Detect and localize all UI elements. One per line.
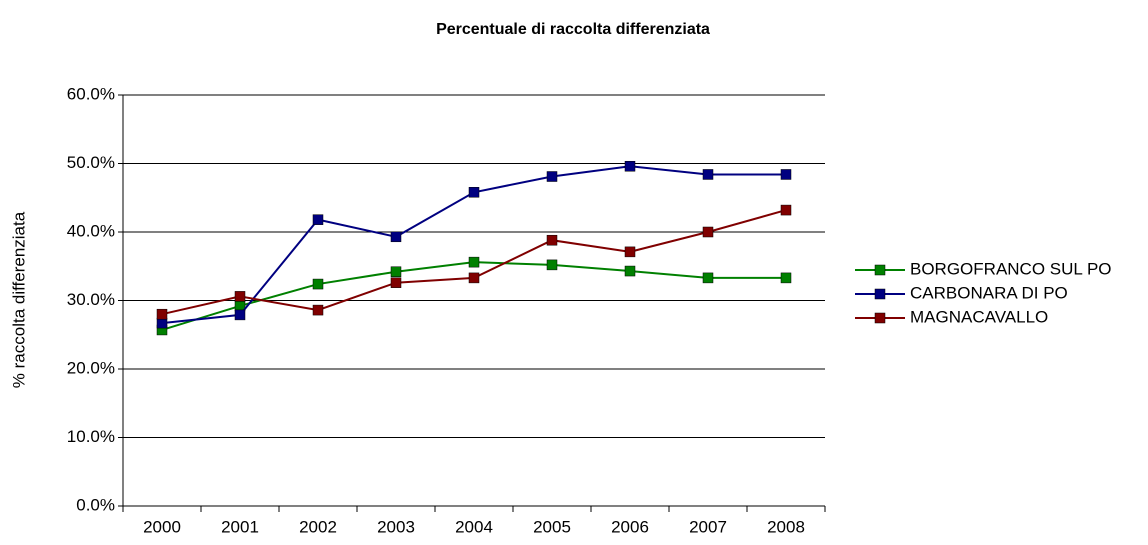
marker (468, 272, 480, 284)
marker (156, 308, 168, 320)
x-tick-label: 2000 (143, 517, 181, 536)
x-tick-label: 2008 (767, 517, 805, 536)
y-tick-label: 60.0% (67, 84, 115, 103)
legend-label: BORGOFRANCO SUL PO (910, 259, 1112, 278)
marker (702, 226, 714, 238)
marker (468, 256, 480, 268)
y-tick-label: 50.0% (67, 153, 115, 172)
y-tick-label: 30.0% (67, 290, 115, 309)
marker (390, 231, 402, 243)
marker (156, 317, 168, 329)
x-tick-label: 2004 (455, 517, 493, 536)
marker (546, 234, 558, 246)
y-tick-label: 40.0% (67, 221, 115, 240)
marker (780, 272, 792, 284)
x-tick-label: 2006 (611, 517, 649, 536)
marker (624, 265, 636, 277)
marker (546, 171, 558, 182)
marker (624, 246, 636, 258)
legend-label: CARBONARA DI PO (910, 283, 1068, 302)
x-tick-label: 2005 (533, 517, 571, 536)
legend-label: MAGNACAVALLO (910, 307, 1048, 326)
marker (390, 266, 402, 277)
x-tick-label: 2002 (299, 517, 337, 536)
marker (234, 291, 246, 302)
legend-marker (874, 312, 886, 324)
x-tick-label: 2003 (377, 517, 415, 536)
y-tick-label: 0.0% (76, 495, 115, 514)
marker (312, 278, 324, 290)
marker (390, 277, 402, 288)
marker (468, 187, 480, 198)
marker (624, 160, 636, 172)
y-axis-title: % raccolta differenziata (9, 211, 28, 388)
x-tick-label: 2001 (221, 517, 259, 536)
y-tick-label: 10.0% (67, 427, 115, 446)
chart-title: Percentuale di raccolta differenziata (436, 21, 710, 38)
marker (312, 304, 324, 316)
legend-marker (874, 288, 886, 300)
y-tick-label: 20.0% (67, 358, 115, 377)
x-tick-label: 2007 (689, 517, 727, 536)
marker (702, 272, 714, 284)
marker (702, 169, 714, 180)
marker (546, 259, 558, 271)
legend-marker (874, 264, 886, 276)
marker (234, 309, 246, 321)
marker (780, 204, 792, 216)
marker (780, 169, 792, 180)
marker (312, 214, 324, 225)
